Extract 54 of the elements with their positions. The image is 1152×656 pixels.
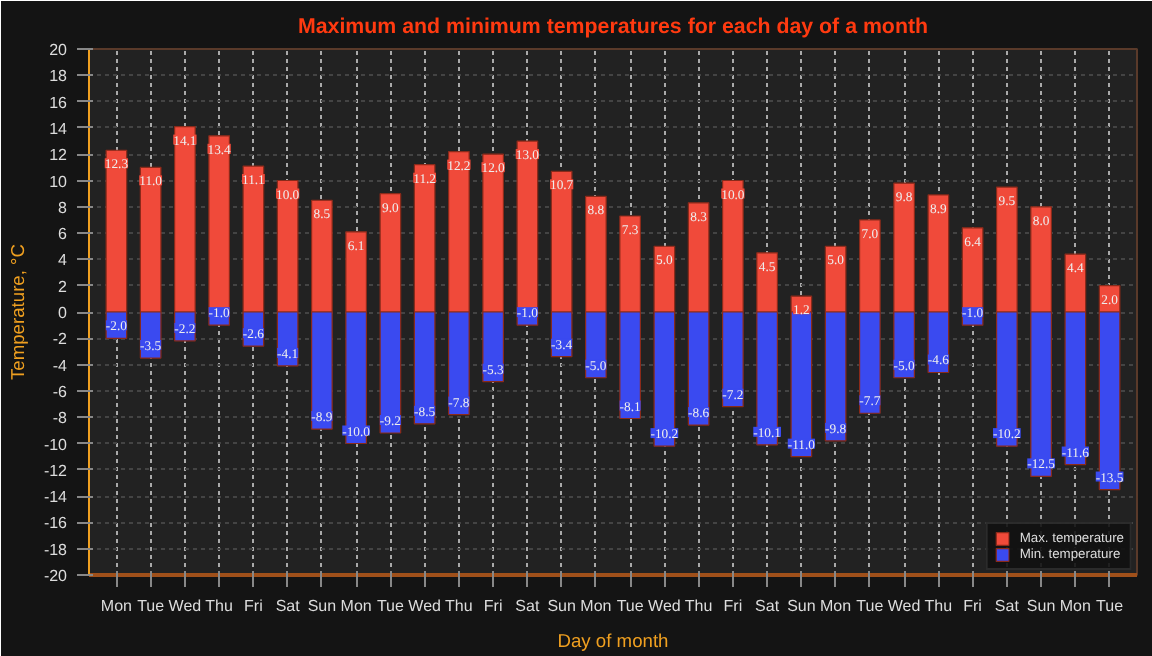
x-tick-label: Sun <box>547 597 576 615</box>
y-tick-label: 4 <box>58 251 69 270</box>
x-tick-label: Tue <box>616 597 645 615</box>
x-tick-label: Sat <box>515 597 541 615</box>
y-tick-label: -14 <box>43 488 69 507</box>
x-tick-label: Sun <box>787 597 816 615</box>
x-tick-label: Fri <box>723 597 743 615</box>
x-tick-label: Wed <box>887 597 921 615</box>
x-tick-label: Tue <box>137 597 166 615</box>
x-tick-label: Sat <box>755 597 781 615</box>
x-tick-label: Wed <box>648 597 681 615</box>
y-tick-label: 6 <box>58 225 69 244</box>
y-tick-label: 20 <box>49 41 69 59</box>
x-tick-label: Thu <box>684 597 713 615</box>
x-tick-label: Sat <box>275 597 302 615</box>
x-tick-label: Mon <box>580 597 612 615</box>
y-tick-label: 18 <box>49 67 69 86</box>
x-tick-label: Tue <box>1096 597 1125 615</box>
y-tick-label: -16 <box>43 514 69 533</box>
x-tick-label: Sun <box>1026 597 1056 615</box>
chart-title: Maximum and minimum temperatures for each day of a month <box>297 15 929 39</box>
x-tick-label: Mon <box>340 597 372 615</box>
x-tick-label: Wed <box>168 597 202 615</box>
y-tick-label: -8 <box>52 409 69 428</box>
y-tick-label: -20 <box>43 567 69 585</box>
y-tick-label: 8 <box>58 198 69 217</box>
x-tick-label: Tue <box>376 597 405 615</box>
y-tick-label: 12 <box>49 146 69 165</box>
x-tick-label: Mon <box>100 597 132 615</box>
y-tick-label: -12 <box>43 461 69 480</box>
x-tick-label: Tue <box>856 597 885 615</box>
x-tick-label: Mon <box>1059 597 1091 615</box>
y-tick-label: -6 <box>52 382 69 401</box>
x-tick-label: Thu <box>205 597 233 615</box>
x-tick-label: Thu <box>445 597 473 615</box>
y-tick-label: -18 <box>43 540 69 559</box>
x-axis-title: Day of month <box>557 631 669 651</box>
y-tick-label: 10 <box>49 172 69 191</box>
x-tick-label: Thu <box>924 597 953 615</box>
y-tick-label: 0 <box>58 304 69 322</box>
y-tick-label: 14 <box>49 119 69 138</box>
x-tick-label: Wed <box>408 597 441 615</box>
y-tick-label: -10 <box>43 435 69 454</box>
y-tick-label: 16 <box>49 93 69 112</box>
x-tick-label: Fri <box>963 597 983 615</box>
y-tick-label: 2 <box>58 277 69 296</box>
x-tick-label: Sat <box>994 597 1021 615</box>
x-tick-label: Fri <box>483 597 503 615</box>
y-axis-title: Temperature, °C <box>7 243 28 381</box>
x-tick-label: Fri <box>244 597 264 615</box>
y-tick-label: -2 <box>52 330 69 349</box>
y-tick-label: -4 <box>52 356 69 375</box>
x-tick-label: Mon <box>820 597 852 615</box>
x-tick-label: Sun <box>307 597 337 615</box>
